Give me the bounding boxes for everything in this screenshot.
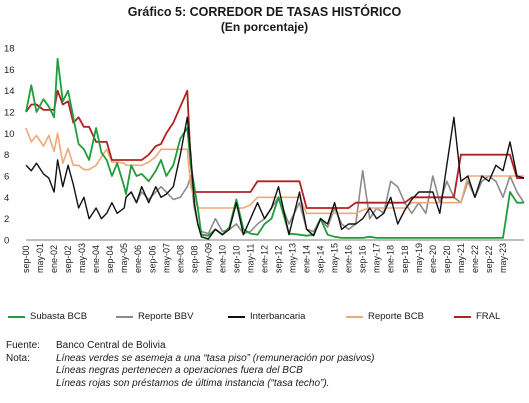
x-tick-label: sep-18 (400, 245, 410, 273)
x-tick-label: ene-04 (91, 245, 101, 273)
series-line-reporte-bcb (25, 127, 524, 215)
note-row: Nota: Líneas verdes se asemeja a una “ta… (6, 353, 375, 366)
legend-label-subasta: Subasta BCB (30, 311, 88, 322)
series-line-interbancaria (25, 116, 525, 240)
x-tick-label: ene-02 (49, 245, 59, 273)
y-tick-label: 12 (4, 108, 15, 119)
legend-swatch-reporte-bbv (116, 315, 133, 318)
x-tick-label: may-05 (119, 243, 129, 273)
y-tick-label: 4 (4, 193, 9, 204)
legend-item-reporte-bbv: Reporte BBV (116, 311, 193, 322)
y-tick-label: 18 (4, 44, 15, 55)
source-text: Banco Central de Bolivia (56, 340, 166, 351)
x-tick-label: ene-18 (386, 245, 396, 273)
legend-swatch-reporte-bcb (346, 315, 363, 318)
x-tick-label: sep-08 (189, 245, 199, 273)
x-tick-label: sep-12 (274, 245, 284, 273)
note-row: Líneas negras pertenecen a operaciones f… (6, 365, 375, 378)
x-tick-label: may-15 (330, 243, 340, 273)
x-tick-label: sep-20 (442, 245, 452, 273)
x-tick-label: may-09 (203, 243, 213, 273)
x-tick-label: may-13 (288, 243, 298, 273)
chart-subtitle: (En porcentaje) (220, 20, 309, 34)
legend-label-reporte-bbv: Reporte BBV (138, 311, 194, 322)
x-tick-label: ene-16 (344, 245, 354, 273)
x-tick-label: ene-20 (428, 245, 438, 273)
note-line-1: Líneas verdes se asemeja a una “tasa pis… (56, 352, 375, 364)
x-tick-label: sep-14 (316, 245, 326, 273)
chart-plot: 0 2 4 6 8 10 12 14 16 18 sep-00 may-01 ene-02 sep-02 m… (4, 44, 525, 273)
chart-title: Gráfico 5: CORREDOR DE TASAS HISTÓRICO (127, 5, 402, 19)
legend-label-interbancaria: Interbancaria (250, 311, 306, 322)
y-tick-label: 0 (4, 236, 9, 247)
x-tick-label: may-21 (456, 243, 466, 273)
x-tick-label: may-11 (245, 244, 255, 273)
series-line-fral (25, 89, 524, 209)
legend-label-fral: FRAL (476, 311, 501, 322)
x-tick-label: may-07 (161, 243, 171, 273)
source-label: Fuente: (6, 340, 40, 351)
legend-item-subasta: Subasta BCB (8, 311, 87, 322)
notes-block: Fuente: Banco Central de Bolivia Nota: L… (6, 340, 375, 390)
x-tick-label: sep-04 (105, 245, 115, 273)
y-tick-label: 2 (4, 214, 9, 225)
note-line-3: Líneas rojas son préstamos de última ins… (56, 377, 330, 389)
series-line-subasta (25, 57, 524, 239)
y-tick-label: 6 (4, 172, 9, 183)
x-tick-label: sep-00 (21, 245, 31, 273)
x-tick-label: ene-12 (259, 245, 269, 273)
y-tick-label: 8 (4, 150, 9, 161)
x-tick-label: ene-14 (302, 245, 312, 273)
note-label: Nota: (6, 352, 30, 364)
note-line-2: Líneas negras pertenecen a operaciones f… (56, 365, 303, 376)
x-tick-label: ene-22 (470, 245, 480, 273)
x-tick-label: may-03 (77, 243, 87, 273)
legend-swatch-fral (454, 315, 471, 318)
source-row: Fuente: Banco Central de Bolivia (6, 340, 375, 353)
x-tick-label: sep-22 (484, 245, 494, 273)
x-tick-label: sep-16 (358, 245, 368, 273)
legend-item-reporte-bcb: Reporte BCB (346, 311, 424, 322)
x-tick-label: may-17 (372, 243, 382, 273)
x-tick-label: may-19 (414, 243, 424, 273)
chart-legend: Subasta BCB Reporte BBV Interbancaria Re… (0, 311, 529, 327)
legend-label-reporte-bcb: Reporte BCB (368, 311, 424, 322)
x-tick-label: sep-06 (147, 245, 157, 273)
y-tick-label: 16 (4, 65, 15, 76)
y-tick-label: 14 (4, 86, 15, 97)
note-row: Líneas rojas son préstamos de última ins… (6, 378, 375, 391)
legend-item-interbancaria: Interbancaria (228, 311, 305, 322)
y-tick-label: 10 (4, 129, 15, 140)
legend-item-fral: FRAL (454, 311, 500, 322)
series-line-reporte-bbv (125, 169, 525, 235)
x-tick-label: sep-10 (231, 245, 241, 273)
x-tick-label: may-23 (498, 243, 508, 273)
x-tick-label: ene-06 (133, 245, 143, 273)
legend-swatch-subasta (8, 315, 25, 318)
x-tick-label: sep-02 (63, 245, 73, 273)
x-tick-label: ene-08 (175, 245, 185, 273)
x-tick-label: may-01 (35, 243, 45, 273)
legend-swatch-interbancaria (228, 315, 245, 318)
x-tick-label: ene-10 (217, 245, 227, 273)
